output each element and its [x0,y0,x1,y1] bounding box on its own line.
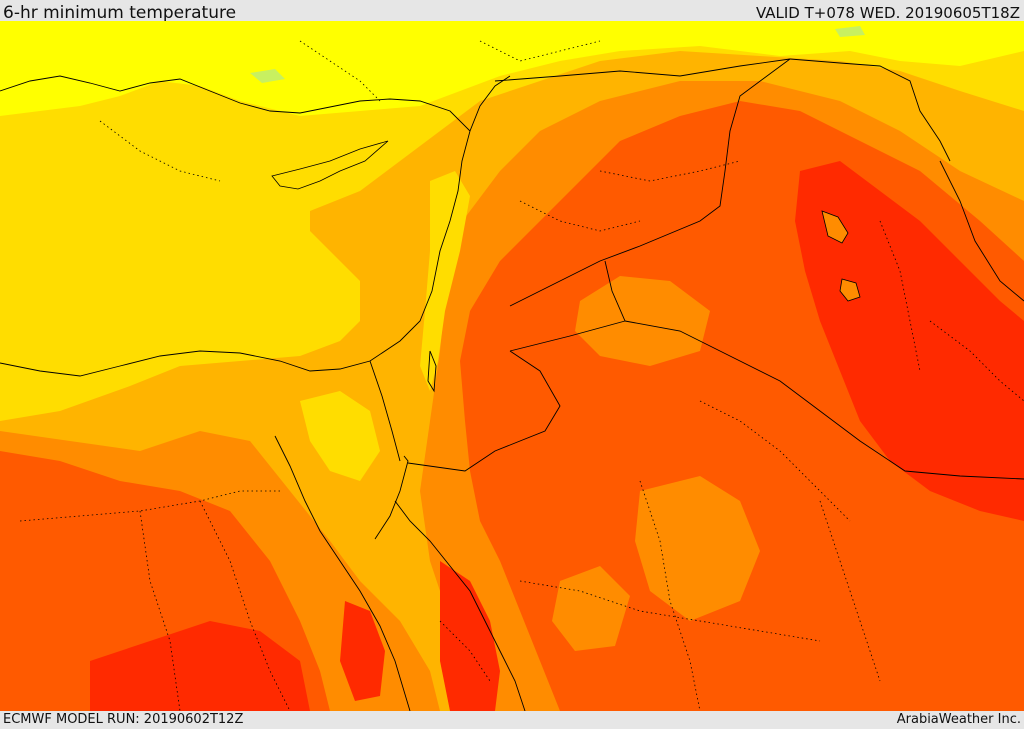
levant-yellow-strip [420,171,470,391]
syria-iraq-border [494,58,791,307]
red-zone-africa [90,621,310,711]
lake-habbaniyah [839,278,861,302]
valid-time-label: VALID T+078 WED. 20190605T18Z [755,4,1020,22]
model-run-label: ECMWF MODEL RUN: 20190602T12Z [3,712,244,727]
temperature-map [0,21,1024,711]
iraq-iran-border [789,58,951,162]
footer-bar: ECMWF MODEL RUN: 20190602T12Z ArabiaWeat… [0,711,1024,729]
credit-label: ArabiaWeather Inc. [896,712,1021,727]
red-zone-sinai [340,601,385,701]
gulf-of-aqaba [374,455,409,540]
cyprus-island [271,140,389,190]
orange-patch-arabia [635,476,760,621]
header-bar: 6-hr minimum temperature VALID T+078 WED… [0,0,1024,23]
persian-gulf-coast [939,160,1024,302]
red-sea-east-coast [394,500,526,711]
dead-sea [427,350,437,393]
turkey-coastline [0,75,471,132]
light-yellow-band [0,21,1024,116]
temperature-map-canvas [0,21,1024,711]
lake-tharthar [821,210,849,244]
pale-green-patch-east [835,26,865,37]
saudi-iraq-border [624,320,1024,480]
egypt-israel-border [369,360,401,462]
pale-green-patch [250,69,285,83]
red-zone-hijaz [440,561,500,711]
red-zone-iraq [795,161,1024,521]
red-sea-west-coast [274,435,411,711]
mediterranean-coastline [0,75,511,377]
sinai-yellow-patch [300,391,380,481]
map-title: 6-hr minimum temperature [3,3,237,23]
jordan-saudi-border [407,350,561,472]
province-boundaries [19,40,1024,711]
orange-patch-jordan [575,276,710,366]
orange-patch-south [552,566,630,651]
